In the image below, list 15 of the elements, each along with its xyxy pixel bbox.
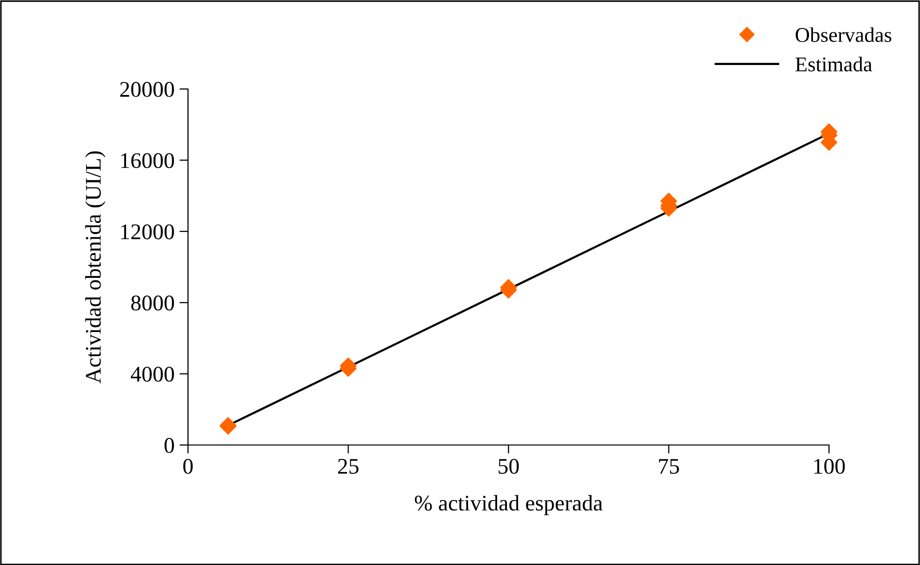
x-tick-label: 25 <box>338 458 358 474</box>
x-tick-label: 0 <box>183 458 193 474</box>
legend-label: Observadas <box>796 27 892 42</box>
y-tick-label: 12000 <box>121 224 174 240</box>
x-tick-label: 50 <box>498 458 519 474</box>
y-tick-label: 4000 <box>130 366 174 382</box>
y-tick-label: 16000 <box>121 153 174 168</box>
y-tick-label: 8000 <box>131 296 174 311</box>
y-tick-label: 0 <box>164 438 174 453</box>
x-tick-label: 100 <box>814 458 845 474</box>
legend-label: Estimada <box>795 56 872 72</box>
y-axis-title: Actividad obtenida (UI/L) <box>85 151 106 384</box>
x-axis-title: % actividad esperada <box>414 495 603 516</box>
x-tick-label: 75 <box>659 459 679 474</box>
y-tick-label: 20000 <box>120 82 174 97</box>
